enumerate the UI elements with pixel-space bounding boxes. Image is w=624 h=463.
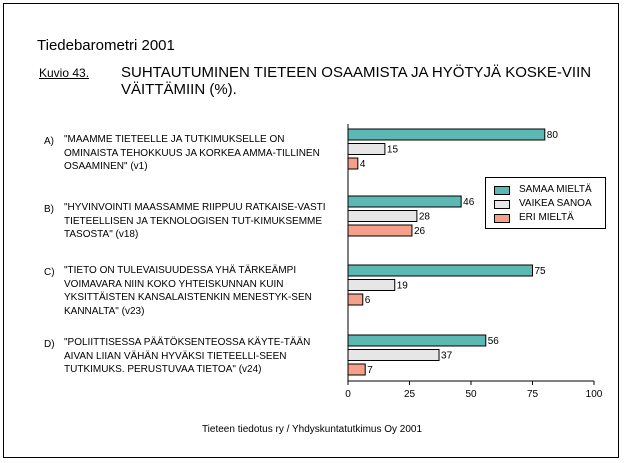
x-tick-label-75: 75 [527, 389, 539, 400]
legend-swatch-agree [494, 186, 510, 195]
question-d-text: "POLIITTISESSA PÄÄTÖKSENTEOSSA KÄYTE-TÄÄ… [64, 337, 311, 375]
bar-b-unsure [347, 210, 418, 222]
question-c-text: "TIETO ON TULEVAISUUDESSA YHÄ TÄRKEÄMPI … [64, 265, 312, 317]
legend-label-agree: SAMAA MIELTÄ [519, 184, 592, 195]
bar-c-unsure [347, 279, 396, 291]
x-tick-label-100: 100 [586, 389, 603, 400]
bar-label-b-disagree: 26 [414, 226, 426, 237]
bar-d-disagree [347, 363, 366, 376]
bar-label-b-agree: 46 [463, 197, 475, 208]
figure-title: SUHTAUTUMINEN TIETEEN OSAAMISTA JA HYÖTY… [121, 64, 592, 98]
bar-a-unsure [347, 143, 386, 155]
legend-swatch-unsure [494, 200, 510, 209]
bar-b-agree [347, 195, 462, 208]
x-tick-label-25: 25 [404, 389, 416, 400]
question-b-letter: B) [44, 204, 54, 215]
bar-d-agree [347, 334, 487, 347]
legend-label-disagree: ERI MIELTÄ [519, 212, 574, 223]
legend-swatch-disagree [494, 214, 510, 223]
bar-label-a-agree: 80 [547, 130, 559, 141]
question-a-letter: A) [44, 136, 54, 147]
legend-label-unsure: VAIKEA SANOA [519, 198, 592, 209]
bar-label-d-unsure: 37 [441, 351, 453, 362]
legend: SAMAA MIELTÄ VAIKEA SANOA ERI MIELTÄ [485, 177, 606, 229]
bar-c-agree [347, 264, 533, 277]
question-d-letter: D) [44, 339, 55, 350]
x-tick-label-50: 50 [465, 389, 477, 400]
source-footer: Tieteen tiedotus ry / Yhdyskuntatutkimus… [201, 424, 423, 435]
bar-label-d-disagree: 7 [367, 365, 373, 376]
bar-d-unsure [347, 349, 440, 361]
bar-label-c-agree: 75 [535, 266, 547, 277]
bar-label-b-unsure: 28 [419, 212, 431, 223]
bar-a-disagree [347, 157, 359, 170]
bar-label-a-disagree: 4 [360, 159, 366, 170]
bar-label-c-disagree: 6 [365, 295, 371, 306]
chart-frame [3, 3, 619, 458]
bar-label-c-unsure: 19 [397, 281, 409, 292]
question-c-letter: C) [44, 267, 55, 278]
question-b-text: "HYVINVOINTI MAASSAMME RIIPPUU RATKAISE-… [64, 202, 326, 240]
bar-a-agree [347, 128, 546, 141]
figure-label: Kuvio 43. [39, 66, 90, 80]
bar-c-disagree [347, 293, 364, 306]
bar-b-disagree [347, 224, 413, 237]
question-a-text: "MAAMME TIETEELLE JA TUTKIMUKSELLE ON OM… [64, 134, 320, 172]
page-title: Tiedebarometri 2001 [37, 37, 175, 54]
bar-label-a-unsure: 15 [387, 145, 399, 156]
bar-label-d-agree: 56 [488, 336, 500, 347]
x-tick-label-0: 0 [345, 389, 351, 400]
